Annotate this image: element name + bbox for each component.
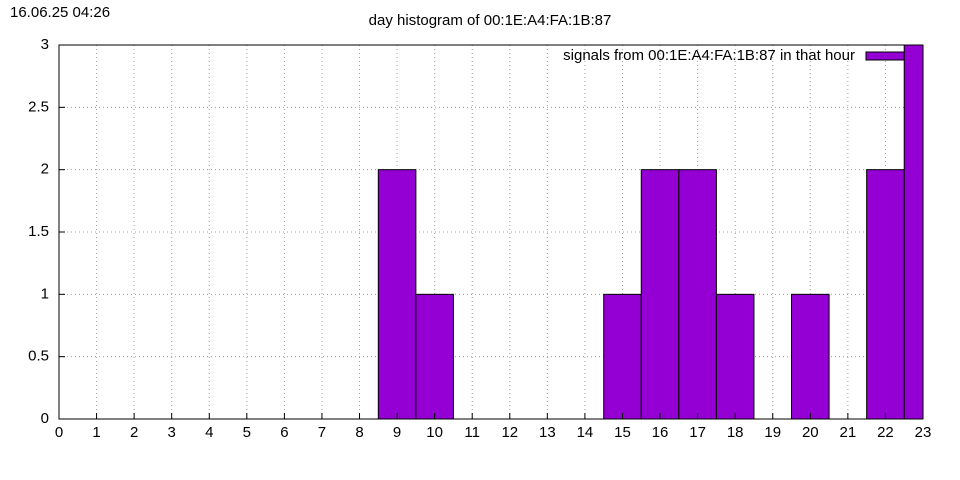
- y-tick-label: 1.5: [28, 223, 49, 240]
- y-tick-label: 0.5: [28, 348, 49, 365]
- bar: [903, 45, 923, 419]
- x-tick-label: 11: [464, 424, 480, 441]
- bar: [715, 293, 755, 419]
- x-tick-label: 9: [393, 424, 401, 441]
- bar: [415, 293, 454, 419]
- x-tick-label: 7: [318, 424, 326, 441]
- y-tick-label: 0: [41, 410, 49, 427]
- x-tick-label: 23: [915, 424, 932, 441]
- y-tick-label: 3: [41, 36, 49, 53]
- x-tick-label: 13: [539, 424, 556, 441]
- bars: [377, 45, 923, 419]
- bar: [603, 293, 642, 419]
- y-tick-label: 1: [41, 285, 49, 302]
- legend-label: signals from 00:1E:A4:FA:1B:87 in that h…: [563, 47, 855, 64]
- chart-title: day histogram of 00:1E:A4:FA:1B:87: [369, 12, 612, 29]
- x-tick-label: 16: [652, 424, 669, 441]
- bar: [377, 169, 417, 419]
- x-tick-label: 15: [614, 424, 631, 441]
- x-tick-label: 19: [764, 424, 781, 441]
- bar: [791, 293, 830, 419]
- legend-swatch: [865, 51, 905, 61]
- x-tick-label: 18: [727, 424, 744, 441]
- x-tick-label: 0: [55, 424, 63, 441]
- x-tick-label: 3: [168, 424, 176, 441]
- labels: 00.511.522.530 1 2 3 4 5 6 7 8 9 10 11 12 13 14 15 16 17 1…: [28, 36, 931, 441]
- x-tick-label: 4: [205, 424, 213, 441]
- x-tick-label: 17: [689, 424, 706, 441]
- bar: [866, 169, 905, 419]
- x-tick-label: 1: [92, 424, 100, 441]
- x-tick-label: 2: [130, 424, 138, 441]
- x-tick-label: 21: [840, 424, 857, 441]
- timestamp: 16.06.25 04:26: [10, 4, 110, 21]
- x-tick-label: 5: [243, 424, 251, 441]
- x-tick-label: 20: [802, 424, 819, 441]
- y-tick-label: 2: [41, 161, 49, 178]
- bar: [640, 169, 680, 419]
- x-tick-label: 10: [426, 424, 443, 441]
- x-tick-label: 6: [280, 424, 288, 441]
- bar: [678, 169, 717, 419]
- x-tick-label: 22: [877, 424, 894, 441]
- x-tick-label: 8: [355, 424, 363, 441]
- x-tick-label: 14: [577, 424, 594, 441]
- y-tick-label: 2.5: [28, 98, 49, 115]
- x-tick-label: 12: [501, 424, 518, 441]
